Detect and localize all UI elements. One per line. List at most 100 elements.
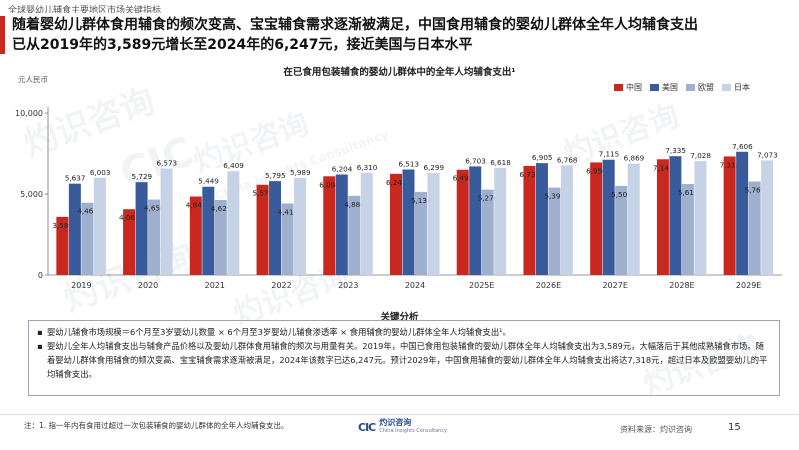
- bar: [681, 184, 694, 275]
- page-title-line2: 已从2019年的3,589元增长至2024年的6,247元，接近美国与日本水平: [12, 37, 473, 53]
- legend-label: 美国: [662, 83, 678, 92]
- x-tick-label: 2028E: [669, 281, 694, 290]
- data-label: 6,768: [557, 155, 578, 164]
- bar: [227, 171, 240, 275]
- bar: [627, 163, 640, 275]
- x-tick-label: 2025E: [469, 281, 494, 290]
- legend-label: 中国: [626, 83, 642, 92]
- bar: [402, 169, 415, 275]
- y-tick-label: 10,000: [15, 109, 43, 118]
- bar: [590, 162, 603, 275]
- bar: [602, 159, 615, 275]
- data-label: 7,335: [665, 146, 686, 155]
- data-label: 4,061: [119, 213, 140, 222]
- legend-label: 欧盟: [698, 83, 714, 92]
- x-tick-label: 2026E: [536, 281, 561, 290]
- company-logo: CIC 灼识咨询 China Insights Consultancy: [358, 418, 447, 436]
- data-label: 4,629: [211, 204, 232, 213]
- x-tick-label: 2022: [271, 281, 291, 290]
- bar: [456, 169, 469, 275]
- bar: [736, 151, 749, 275]
- x-tick-label: 2021: [205, 281, 225, 290]
- bar: [348, 195, 361, 275]
- bar: [669, 156, 682, 275]
- analysis-bullet: ▪ 婴幼儿辅食市场规模＝6个月至3岁婴幼儿数量 × 6个月至3岁婴幼儿辅食渗透率…: [37, 325, 771, 339]
- bar: [281, 203, 294, 275]
- data-label: 6,409: [223, 161, 244, 170]
- legend-swatch: [650, 84, 659, 91]
- y-tick-label: 0: [38, 271, 43, 280]
- analysis-bullet-text: 婴幼儿辅食市场规模＝6个月至3岁婴幼儿数量 × 6个月至3岁婴幼儿辅食渗透率 ×…: [47, 327, 511, 337]
- legend-item-usa: 美国: [650, 82, 678, 93]
- bar: [214, 200, 227, 275]
- bar: [535, 163, 548, 275]
- bar: [694, 161, 707, 275]
- x-tick-label: 2023: [338, 281, 358, 290]
- data-label: 5,131: [411, 196, 432, 205]
- data-label: 6,299: [423, 163, 444, 172]
- bar: [160, 168, 173, 275]
- data-label: 7,606: [732, 142, 753, 151]
- bar: [323, 176, 336, 275]
- chart-title: 在已食用包装辅食的婴幼儿群体中的全年人均辅食支出¹: [283, 67, 516, 78]
- legend-item-japan: 日本: [722, 82, 750, 93]
- bar: [427, 172, 440, 275]
- data-label: 4,845: [186, 201, 207, 210]
- bullet-dot-icon: ▪: [37, 341, 43, 351]
- bar: [202, 186, 215, 275]
- bar: [615, 185, 628, 275]
- bar: [256, 184, 269, 275]
- bar: [56, 216, 69, 275]
- bar: [93, 177, 106, 275]
- data-label: 6,498: [453, 174, 474, 183]
- legend-swatch: [722, 84, 731, 91]
- section-label: 全球婴幼儿辅食主要地区市场关键指标: [8, 6, 162, 16]
- data-label: 4,658: [144, 204, 165, 213]
- legend-label: 日本: [734, 83, 750, 92]
- bar: [523, 165, 536, 275]
- bar: [748, 181, 761, 275]
- x-tick-label: 2024: [405, 281, 425, 290]
- bar: [335, 174, 348, 275]
- logo-mark: CIC: [358, 420, 376, 434]
- bar: [148, 199, 161, 275]
- data-label: 6,247: [386, 178, 407, 187]
- bar: [415, 191, 427, 275]
- logo-cn: 灼识咨询: [379, 418, 412, 427]
- page-title: 随着婴幼儿群体食用辅食的频次变高、宝宝辅食需求逐渐被满足，中国食用辅食的婴幼儿群…: [12, 15, 792, 55]
- y-tick-label: 5,000: [20, 190, 43, 199]
- data-label: 4,888: [344, 200, 365, 209]
- data-label: 5,637: [65, 174, 86, 183]
- bar: [135, 182, 148, 275]
- analysis-bullet: ▪ 婴幼儿全年人均辅食支出与辅食产品价格以及婴幼儿群体食用辅食的频次与用量有关。…: [37, 339, 771, 381]
- data-label: 7,115: [599, 150, 620, 159]
- bar: [656, 159, 669, 275]
- bar: [68, 183, 81, 275]
- bar: [294, 177, 307, 275]
- bar: [81, 202, 94, 275]
- data-label: 6,310: [357, 163, 378, 172]
- chart-unit-label: 元人民币: [18, 75, 48, 84]
- data-label: 5,449: [198, 177, 219, 186]
- legend-swatch: [614, 84, 623, 91]
- page-title-line1: 随着婴幼儿群体食用辅食的频次变高、宝宝辅食需求逐渐被满足，中国食用辅食的婴幼儿群…: [12, 17, 698, 33]
- chart-legend: 中国 美国 欧盟 日本: [614, 82, 750, 93]
- analysis-bullet-text: 婴幼儿全年人均辅食支出与辅食产品价格以及婴幼儿群体食用辅食的频次与用量有关。20…: [47, 341, 768, 379]
- bar: [123, 209, 136, 275]
- bar: [469, 166, 482, 275]
- data-label: 7,318: [720, 160, 741, 169]
- data-label: 3,589: [52, 221, 73, 230]
- data-label: 6,905: [532, 153, 553, 162]
- analysis-box: ▪ 婴幼儿辅食市场规模＝6个月至3岁婴幼儿数量 × 6个月至3岁婴幼儿辅食渗透率…: [28, 320, 780, 396]
- footer-divider: [0, 414, 799, 415]
- data-label: 7,145: [653, 163, 674, 172]
- data-label: 5,615: [678, 188, 699, 197]
- data-label: 4,416: [278, 207, 299, 216]
- x-tick-label: 2029E: [736, 281, 761, 290]
- data-label: 6,869: [624, 154, 645, 163]
- bar: [723, 156, 736, 275]
- data-label: 5,729: [132, 172, 153, 181]
- bar: [494, 167, 507, 275]
- data-label: 5,397: [544, 192, 565, 201]
- data-label: 6,003: [90, 168, 111, 177]
